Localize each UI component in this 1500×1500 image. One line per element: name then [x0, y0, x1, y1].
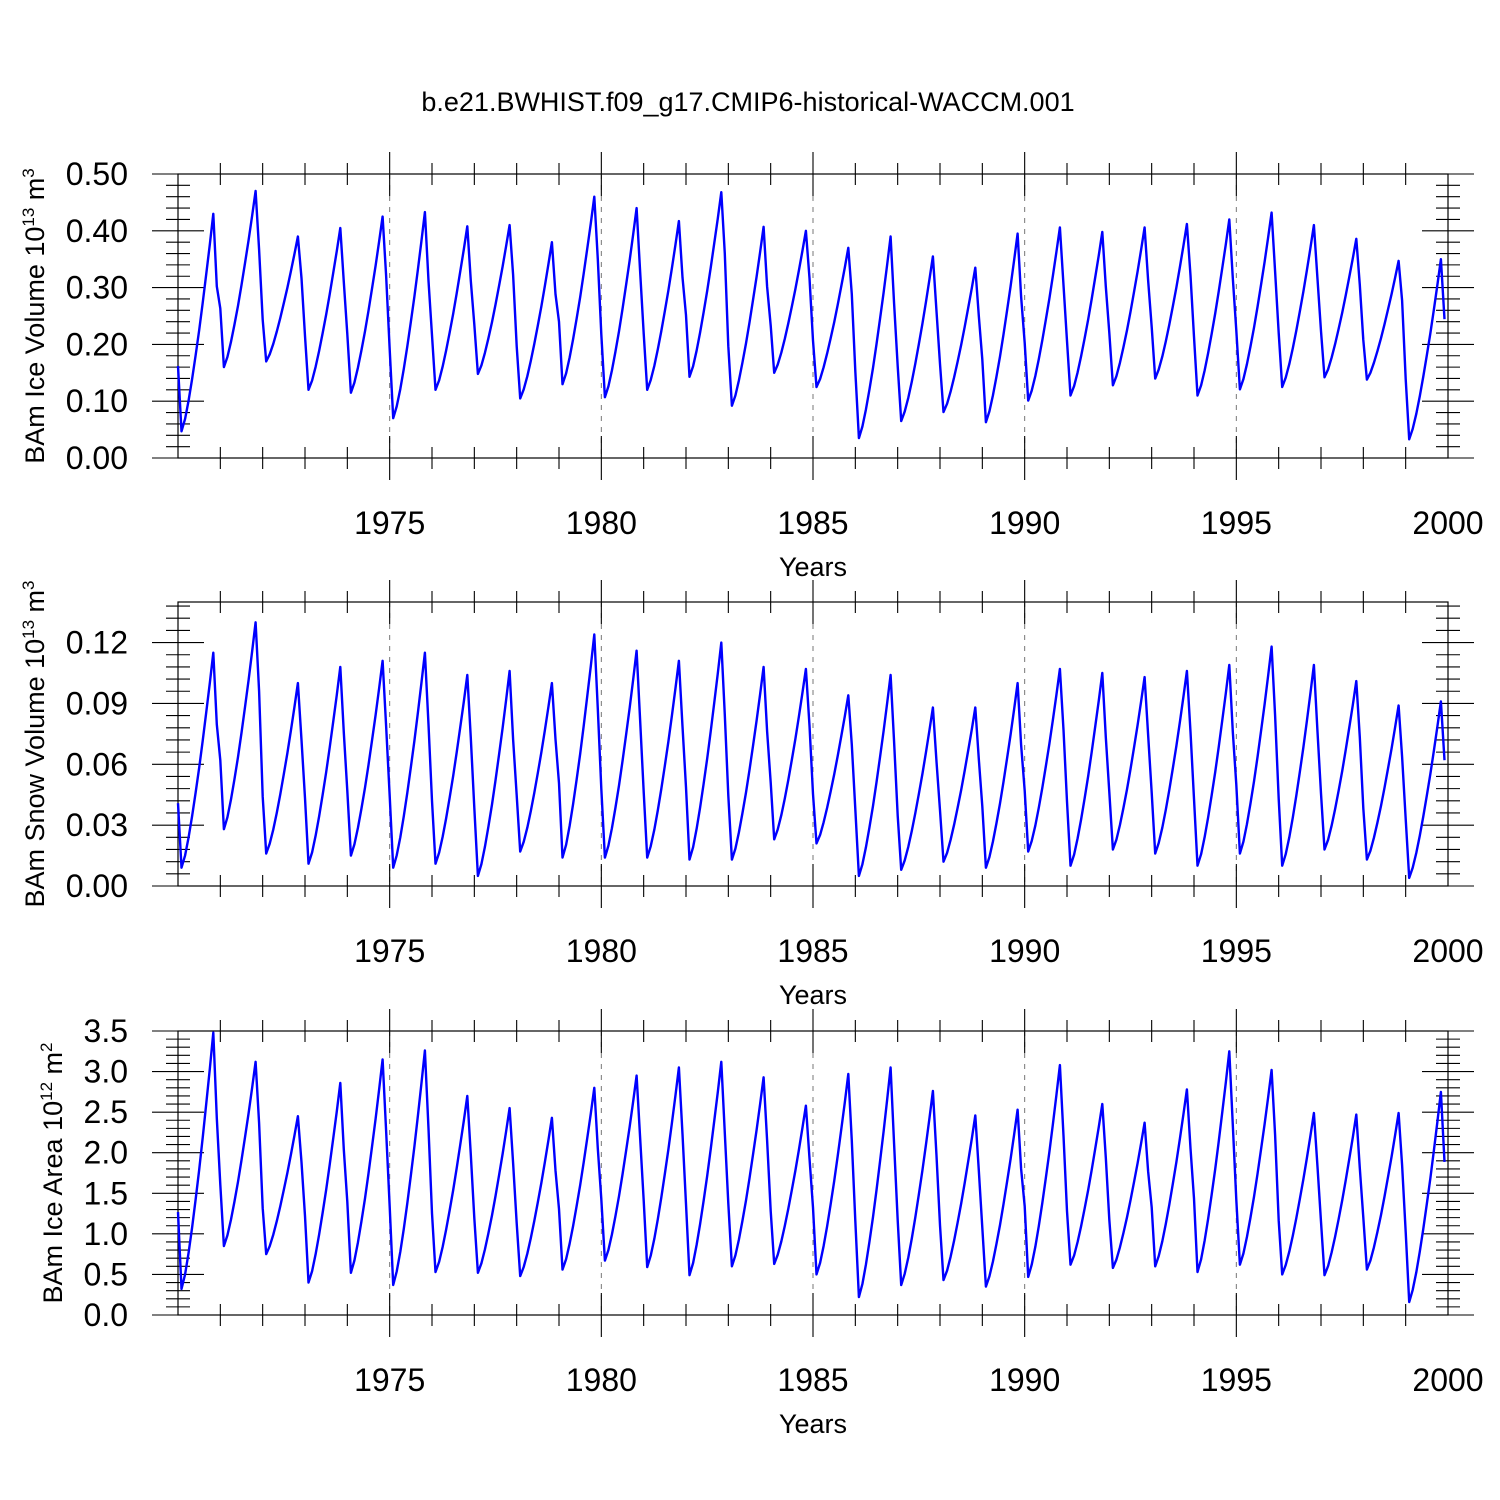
y-axis-title-exponent: 13 — [19, 620, 38, 639]
x-axis-title: Years — [779, 1409, 847, 1439]
y-tick-label: 0.10 — [66, 383, 128, 419]
y-axis-title: BAm Snow Volume 1013 m3 — [19, 580, 50, 907]
plot-frame — [177, 601, 1449, 887]
y-tick-label: 1.0 — [84, 1216, 128, 1252]
y-axis-title-unit: m — [20, 178, 50, 208]
x-tick-labels: 1975 1980 1985 1990 1995 2000 — [354, 933, 1484, 969]
x-tick-label: 1995 — [1201, 1362, 1272, 1398]
y-axis-title-unit-exponent: 2 — [37, 1043, 56, 1052]
panel-snow-volume: 0.00 0.03 0.06 0.09 0.12 1975 1980 1985 1990 199… — [19, 580, 1484, 1010]
panel-ice-area: 0.0 0.5 1.0 1.5 2.0 2.5 3.0 3.5 1975 1980 1985 199… — [37, 1009, 1484, 1439]
grid-lines — [389, 602, 1237, 886]
y-axis-title: BAm Ice Volume 1013 m3 — [19, 168, 50, 464]
y-axis-title-unit: m — [38, 1052, 68, 1082]
y-tick-label: 1.5 — [84, 1175, 128, 1211]
y-tick-label: 0.40 — [66, 213, 128, 249]
x-tick-label: 1980 — [566, 933, 637, 969]
panel-ice-volume: 0.00 0.10 0.20 0.30 0.40 0.50 1975 1980 1985 199… — [19, 152, 1484, 582]
grid-lines — [389, 1031, 1237, 1315]
x-tick-label: 1975 — [354, 1362, 425, 1398]
y-tick-label: 0.5 — [84, 1256, 128, 1292]
y-axis-title-unit-exponent: 3 — [19, 168, 38, 177]
ticks — [152, 580, 1474, 908]
ticks — [152, 1009, 1474, 1337]
y-tick-label: 3.0 — [84, 1054, 128, 1090]
series-line — [176, 189, 1446, 441]
x-tick-label: 2000 — [1412, 505, 1483, 541]
x-tick-label: 1985 — [777, 505, 848, 541]
grid-lines — [389, 174, 1237, 458]
y-tick-labels: 0.00 0.10 0.20 0.30 0.40 0.50 — [66, 156, 128, 476]
y-tick-label: 0.06 — [66, 746, 128, 782]
x-tick-label: 1995 — [1201, 505, 1272, 541]
y-tick-label: 0.30 — [66, 270, 128, 306]
x-axis-title: Years — [779, 980, 847, 1010]
series-line — [176, 1031, 1446, 1304]
x-tick-label: 1980 — [566, 505, 637, 541]
x-tick-label: 1985 — [777, 933, 848, 969]
chart-title: b.e21.BWHIST.f09_g17.CMIP6-historical-WA… — [421, 87, 1074, 117]
x-tick-label: 1980 — [566, 1362, 637, 1398]
x-tick-label: 1975 — [354, 505, 425, 541]
y-tick-label: 0.03 — [66, 807, 128, 843]
x-tick-label: 1990 — [989, 505, 1060, 541]
y-tick-label: 2.5 — [84, 1094, 128, 1130]
y-axis-title-unit: m — [20, 590, 50, 620]
x-tick-labels: 1975 1980 1985 1990 1995 2000 — [354, 505, 1484, 541]
y-tick-label: 0.00 — [66, 868, 128, 904]
y-axis-title: BAm Ice Area 1012 m2 — [37, 1043, 68, 1304]
x-tick-label: 2000 — [1412, 933, 1483, 969]
y-tick-label: 0.50 — [66, 156, 128, 192]
y-axis-title-main: BAm Ice Volume 10 — [20, 227, 50, 464]
y-axis-title-exponent: 12 — [37, 1082, 56, 1101]
x-tick-label: 1985 — [777, 1362, 848, 1398]
y-tick-label: 0.09 — [66, 685, 128, 721]
y-tick-label: 0.20 — [66, 326, 128, 362]
y-axis-title-main: BAm Ice Area 10 — [38, 1101, 68, 1304]
y-tick-label: 0.12 — [66, 625, 128, 661]
y-tick-labels: 0.00 0.03 0.06 0.09 0.12 — [66, 625, 128, 904]
x-axis-title: Years — [779, 552, 847, 582]
ticks — [152, 152, 1474, 480]
y-tick-label: 0.0 — [84, 1297, 128, 1333]
x-tick-label: 1975 — [354, 933, 425, 969]
y-tick-label: 0.00 — [66, 440, 128, 476]
x-tick-label: 1990 — [989, 1362, 1060, 1398]
y-tick-labels: 0.0 0.5 1.0 1.5 2.0 2.5 3.0 3.5 — [84, 1013, 128, 1333]
y-tick-label: 3.5 — [84, 1013, 128, 1049]
y-tick-label: 2.0 — [84, 1135, 128, 1171]
y-axis-title-unit-exponent: 3 — [19, 580, 38, 589]
x-tick-labels: 1975 1980 1985 1990 1995 2000 — [354, 1362, 1484, 1398]
x-tick-label: 2000 — [1412, 1362, 1483, 1398]
series-line — [176, 621, 1446, 880]
x-tick-label: 1995 — [1201, 933, 1272, 969]
x-tick-label: 1990 — [989, 933, 1060, 969]
y-axis-title-exponent: 13 — [19, 208, 38, 227]
y-axis-title-main: BAm Snow Volume 10 — [20, 639, 50, 908]
